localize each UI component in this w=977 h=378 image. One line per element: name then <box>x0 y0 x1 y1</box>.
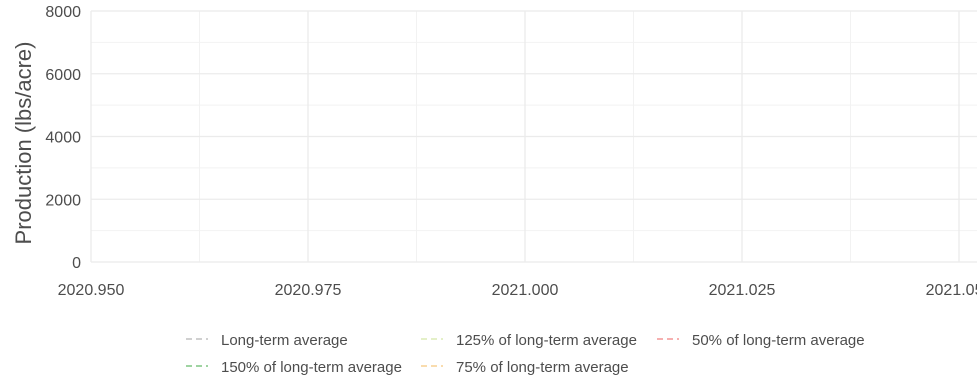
x-tick-label: 2020.950 <box>58 282 125 299</box>
y-tick-labels: 0 2000 4000 6000 8000 <box>45 4 81 272</box>
y-tick-label: 8000 <box>45 4 81 21</box>
y-tick-label: 6000 <box>45 67 81 84</box>
grid <box>90 10 977 263</box>
legend: Long-term average 125% of long-term avera… <box>186 332 865 376</box>
x-tick-label: 2021.025 <box>709 282 776 299</box>
x-tick-label: 2020.975 <box>275 282 342 299</box>
legend-label: Long-term average <box>221 332 348 349</box>
y-tick-label: 4000 <box>45 130 81 147</box>
legend-label: 125% of long-term average <box>456 332 637 349</box>
legend-label: 75% of long-term average <box>456 359 629 376</box>
y-tick-label: 2000 <box>45 192 81 209</box>
x-tick-label: 2021.050 <box>926 282 977 299</box>
legend-label: 150% of long-term average <box>221 359 402 376</box>
x-tick-label: 2021.000 <box>492 282 559 299</box>
x-tick-labels: 2020.950 2020.975 2021.000 2021.025 2021.050 <box>58 282 977 299</box>
legend-label: 50% of long-term average <box>692 332 865 349</box>
y-axis-title: Production (lbs/acre) <box>11 42 36 245</box>
y-tick-label: 0 <box>72 255 81 272</box>
